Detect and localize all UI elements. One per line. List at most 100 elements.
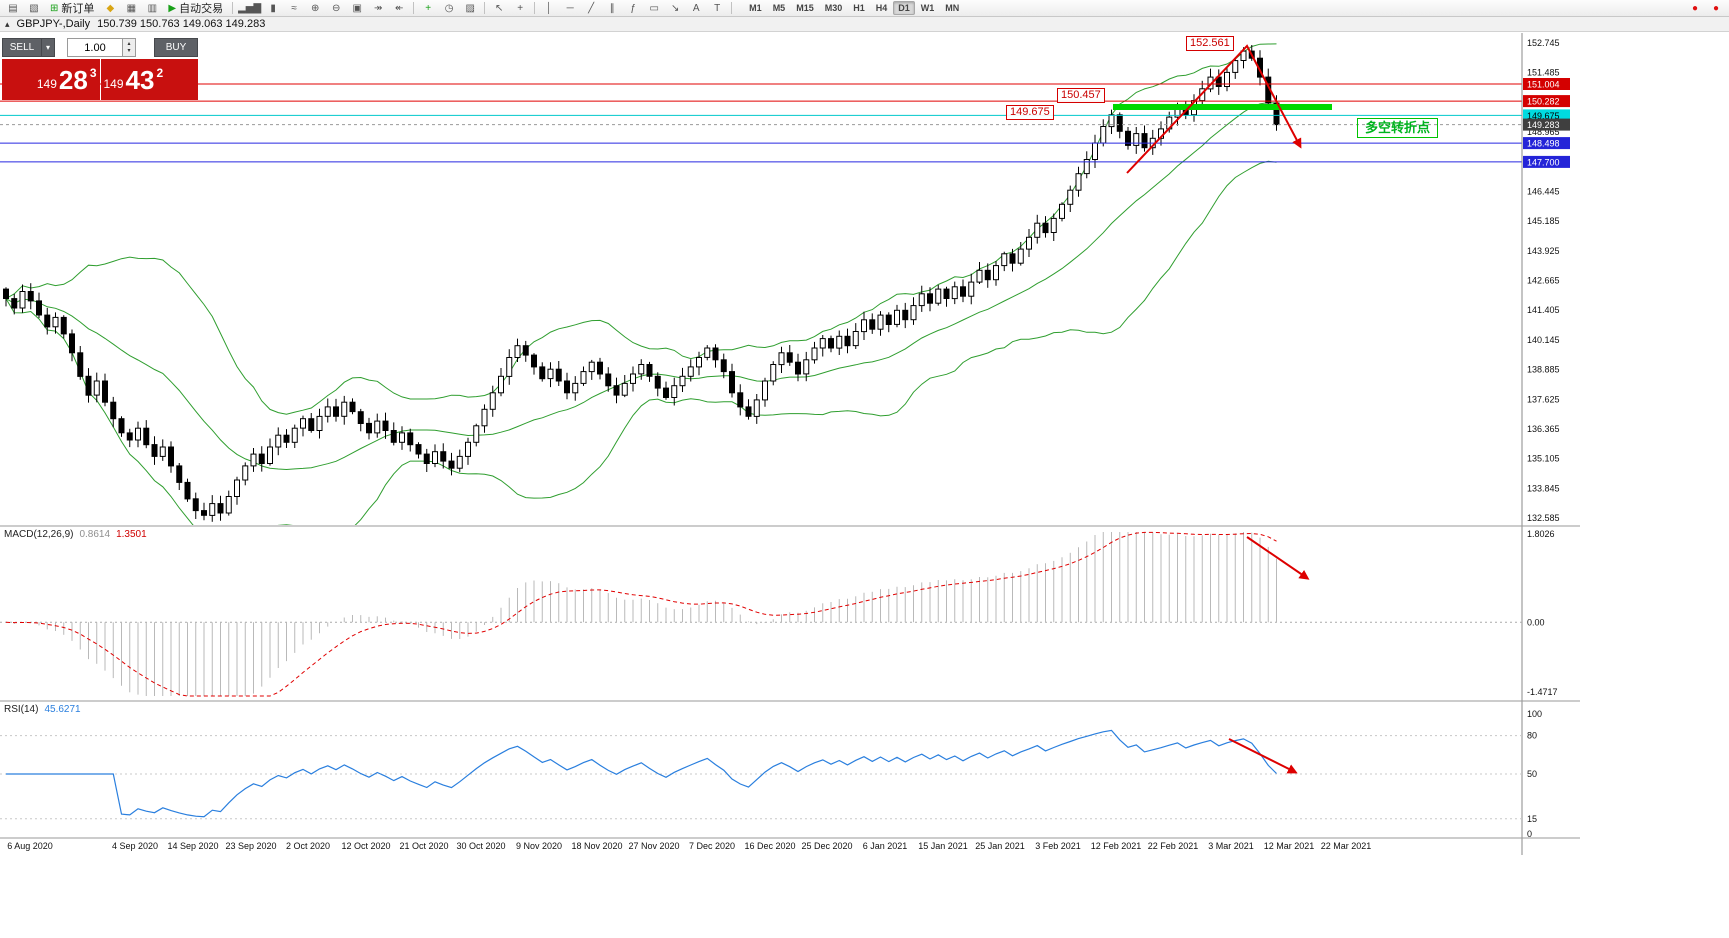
indicators-icon[interactable]: + — [425, 2, 432, 14]
auto-trading-button[interactable]: ▶ 自动交易 — [163, 1, 228, 16]
resistance-price-label[interactable]: 150.457 — [1057, 88, 1105, 103]
chart-ohlc: 150.739 150.763 149.063 149.283 — [97, 18, 266, 30]
market-watch-icon[interactable]: ▦ — [126, 2, 137, 14]
buy-price-major: 149 — [103, 76, 124, 91]
date-label: 15 Jan 2021 — [918, 841, 968, 851]
panel-separators — [0, 525, 1580, 839]
spinner-up-icon[interactable]: ▴ — [127, 40, 131, 47]
horizontal-line-icon[interactable]: ─ — [566, 2, 574, 14]
sell-price-pips: 28 — [58, 64, 88, 95]
templates-icon[interactable]: ▨ — [465, 2, 475, 14]
price-tick-label: 148.965 — [1527, 127, 1560, 137]
date-label: 6 Jan 2021 — [863, 841, 908, 851]
bollinger-upper-line — [5, 43, 1277, 415]
zoom-out-icon[interactable]: ⊖ — [331, 2, 341, 14]
timeframe-m5[interactable]: M5 — [772, 3, 786, 13]
cursor-icon[interactable]: ↖ — [494, 2, 504, 14]
macd-panel: 1.8026 0.00 -1.4717 — [0, 529, 1558, 697]
trade-panel-controls: SELL ▾ ▴ ▾ BUY — [2, 37, 198, 58]
crosshair-icon[interactable]: + — [517, 2, 524, 14]
spinner-down-icon[interactable]: ▾ — [127, 47, 131, 54]
peak-price-label[interactable]: 152.561 — [1186, 36, 1234, 51]
support-price-label[interactable]: 149.675 — [1006, 105, 1054, 120]
profiles-icon[interactable]: ▧ — [29, 2, 39, 14]
timeframe-m15[interactable]: M15 — [796, 3, 814, 13]
periods-icon[interactable]: ◷ — [444, 2, 454, 14]
fibonacci-icon[interactable]: ƒ — [630, 2, 636, 14]
toolbar-separator — [534, 2, 536, 14]
zoom-in-icon[interactable]: ⊕ — [310, 2, 320, 14]
price-tick-label: 140.145 — [1527, 335, 1560, 345]
price-tick-label: 152.745 — [1527, 38, 1560, 48]
price-tick-label: 141.405 — [1527, 305, 1560, 315]
tile-windows-icon[interactable]: ▣ — [352, 2, 362, 14]
timeframe-d1[interactable]: D1 — [893, 1, 915, 15]
turning-point-label[interactable]: 多空转折点 — [1357, 118, 1439, 138]
timeframe-w1[interactable]: W1 — [920, 3, 935, 13]
price-tick-label: 142.665 — [1527, 276, 1560, 286]
bar-chart-icon[interactable]: ▂▅▇ — [238, 2, 262, 14]
timeframe-h1[interactable]: H1 — [853, 3, 865, 13]
macd-value: 0.8614 — [79, 529, 111, 540]
price-axis: 152.745 151.485 148.965 146.445 145.185 143.9… — [1521, 33, 1570, 855]
timeframe-m1[interactable]: M1 — [749, 3, 762, 13]
timeframe-mn[interactable]: MN — [945, 3, 960, 13]
line-chart-icon[interactable]: ≈ — [291, 2, 297, 14]
date-axis: 6 Aug 2020 4 Sep 2020 14 Sep 2020 23 Sep 20… — [7, 841, 1371, 851]
chart-shift-icon[interactable]: ↞ — [394, 2, 404, 14]
bollinger-lower-line — [5, 160, 1277, 525]
price-tick-label: 132.585 — [1527, 513, 1560, 523]
chart-window-icon[interactable]: ▤ — [8, 2, 18, 14]
macd-panel-label: MACD(12,26,9) 0.8614 1.3501 — [4, 529, 153, 540]
date-label: 9 Nov 2020 — [516, 841, 562, 851]
arrows-icon[interactable]: ↘ — [670, 2, 680, 14]
sell-button[interactable]: SELL — [2, 38, 42, 57]
macd-signal-line — [5, 531, 1277, 697]
auto-trading-button-label: 自动交易 — [179, 3, 224, 15]
volume-spinner[interactable]: ▴ ▾ — [123, 38, 136, 57]
svg-text:147.700: 147.700 — [1527, 157, 1560, 167]
date-label: 14 Sep 2020 — [167, 841, 218, 851]
equidistant-channel-icon[interactable]: ∥ — [609, 2, 615, 14]
auto-scroll-icon[interactable]: ↠ — [373, 2, 383, 14]
candlestick-chart-icon[interactable]: ▮ — [270, 2, 276, 14]
price-marker-149.283 — [1523, 118, 1570, 131]
sell-dropdown-caret-icon[interactable]: ▾ — [42, 38, 55, 57]
navigator-icon[interactable]: ▥ — [147, 2, 158, 14]
volume-control: ▴ ▾ — [67, 38, 136, 57]
price-marker-147.700 — [1523, 155, 1570, 168]
vertical-line-icon[interactable]: │ — [546, 2, 553, 14]
volume-input[interactable] — [67, 38, 123, 57]
timeframe-h4[interactable]: H4 — [875, 3, 888, 13]
rsi-axis-label: 0 — [1527, 829, 1532, 839]
text-icon[interactable]: A — [692, 2, 700, 14]
date-label: 6 Aug 2020 — [7, 841, 53, 851]
chart-symbol-period: GBPJPY-,Daily — [16, 18, 91, 30]
new-order-button[interactable]: ⊞ 新订单 — [45, 1, 99, 16]
date-label: 22 Mar 2021 — [1321, 841, 1372, 851]
date-label: 16 Dec 2020 — [744, 841, 795, 851]
metaeditor-icon[interactable]: ◆ — [106, 2, 115, 14]
buy-price-display[interactable]: 149 43 2 — [100, 59, 198, 100]
buy-button[interactable]: BUY — [154, 38, 198, 57]
shapes-icon[interactable]: ▭ — [649, 2, 659, 14]
text-label-icon[interactable]: T — [714, 2, 721, 14]
rsi-axis-label: 50 — [1527, 769, 1537, 779]
toolbar-separator — [484, 2, 486, 14]
trendline-icon[interactable]: ╱ — [588, 2, 595, 14]
alert-indicator-icon[interactable]: ● — [1712, 2, 1720, 14]
trend-arrow-line[interactable] — [1126, 44, 1302, 174]
sell-price-display[interactable]: 149 28 3 — [2, 59, 100, 100]
recording-indicator-icon[interactable]: ● — [1691, 2, 1699, 14]
rsi-arrow[interactable] — [1228, 738, 1298, 774]
svg-text:149.675: 149.675 — [1527, 111, 1560, 121]
rsi-axis-label: 15 — [1527, 814, 1537, 824]
drawing-objects — [1113, 44, 1332, 774]
rsi-axis-label: 100 — [1527, 709, 1542, 719]
timeframe-m30[interactable]: M30 — [824, 3, 843, 13]
macd-arrow[interactable] — [1246, 536, 1310, 580]
toolbar-separator — [413, 2, 415, 14]
price-tick-label: 136.365 — [1527, 424, 1560, 434]
